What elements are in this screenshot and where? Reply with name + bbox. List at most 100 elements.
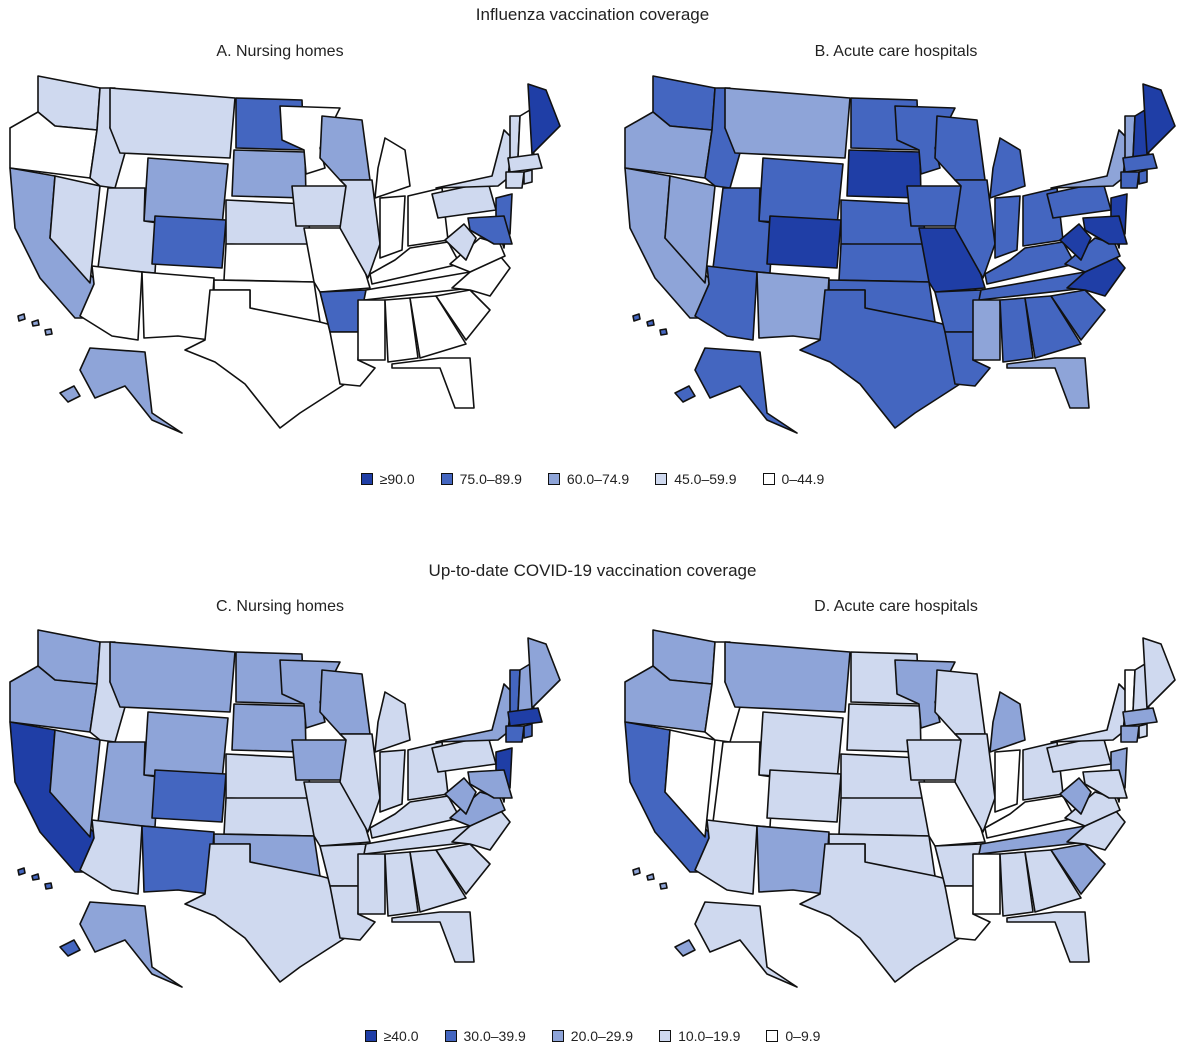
state-va xyxy=(1064,237,1121,273)
state-hi-islet-1 xyxy=(17,313,26,322)
state-mt xyxy=(724,641,851,713)
influenza-legend-label-3: 60.0–74.9 xyxy=(566,471,630,487)
state-ri xyxy=(1138,169,1148,185)
influenza-section-title: Influenza vaccination coverage xyxy=(475,5,710,24)
state-co xyxy=(151,215,227,269)
panel-b-title: B. Acute care hospitals xyxy=(814,43,978,60)
state-nv xyxy=(49,729,101,838)
state-in xyxy=(994,749,1021,813)
state-nm xyxy=(756,271,830,341)
state-ms xyxy=(357,853,386,915)
state-ct xyxy=(1120,725,1140,743)
state-tx xyxy=(184,289,351,429)
state-mi xyxy=(374,691,411,753)
influenza-legend-label-2: 75.0–89.9 xyxy=(459,471,522,487)
state-hi-islet-2 xyxy=(31,319,40,327)
state-nv xyxy=(664,729,716,838)
state-al xyxy=(384,851,419,917)
state-ms xyxy=(972,299,1001,361)
state-ma xyxy=(507,153,543,173)
state-ks xyxy=(838,243,930,283)
state-ma xyxy=(1122,153,1158,173)
influenza-legend-item-4: 45.0–59.9 xyxy=(655,471,737,487)
panel-c-title: C. Nursing homes xyxy=(215,598,345,615)
covid-legend-swatch-5 xyxy=(766,1030,779,1042)
state-ma xyxy=(1122,707,1158,727)
state-ga xyxy=(409,849,467,913)
state-wv xyxy=(1059,777,1092,815)
covid-legend-swatch-2 xyxy=(444,1030,457,1042)
influenza-legend-item-5: 0–44.9 xyxy=(762,471,825,487)
state-fl xyxy=(1006,357,1090,409)
state-wi xyxy=(934,669,986,735)
panel-a-title: A. Nursing homes xyxy=(216,43,344,60)
state-ak xyxy=(79,901,183,988)
state-sc xyxy=(435,843,491,895)
state-co xyxy=(766,215,842,269)
state-mi xyxy=(374,137,411,199)
state-ri xyxy=(523,723,533,739)
influenza-legend-item-2: 75.0–89.9 xyxy=(440,471,522,487)
state-ms xyxy=(972,853,1001,915)
influenza-legend-label-5: 0–44.9 xyxy=(781,471,825,487)
state-ga xyxy=(1024,295,1082,359)
state-nv xyxy=(49,175,101,284)
state-mt xyxy=(724,87,851,159)
state-hi-islet-2 xyxy=(31,873,40,881)
influenza-legend-item-1: ≥90.0 xyxy=(360,471,415,487)
state-sc xyxy=(435,289,491,341)
state-va xyxy=(1064,791,1121,827)
state-nm xyxy=(141,825,215,895)
state-md xyxy=(1082,769,1128,799)
state-sc xyxy=(1050,289,1106,341)
panel-a-map xyxy=(9,75,561,434)
state-ks xyxy=(838,797,930,837)
influenza-legend-item-3: 60.0–74.9 xyxy=(547,471,630,487)
state-nv xyxy=(664,175,716,284)
state-hi-islet-2 xyxy=(646,319,655,327)
state-ak xyxy=(79,347,183,434)
state-hi xyxy=(674,385,696,403)
state-hi-islet-1 xyxy=(17,867,26,876)
state-ny xyxy=(435,129,513,189)
state-al xyxy=(999,851,1034,917)
state-in xyxy=(379,195,406,259)
covid-legend-swatch-4 xyxy=(659,1030,672,1042)
state-tx xyxy=(799,843,966,983)
influenza-legend-label-4: 45.0–59.9 xyxy=(674,471,737,487)
state-nm xyxy=(756,825,830,895)
state-ak xyxy=(694,347,798,434)
state-mi xyxy=(989,691,1026,753)
panel-c-map xyxy=(9,629,561,988)
covid-legend-label-2: 30.0–39.9 xyxy=(463,1028,526,1044)
state-hi-islet-1 xyxy=(632,867,641,876)
state-va xyxy=(449,237,506,273)
state-wv xyxy=(444,223,477,261)
covid-legend-label-1: ≥40.0 xyxy=(383,1028,419,1044)
state-me xyxy=(1142,83,1176,155)
influenza-legend: ≥90.0 75.0–89.9 60.0–74.9 45.0–59.9 0–44.9 xyxy=(0,471,1185,487)
covid-legend-item-4: 10.0–19.9 xyxy=(659,1028,740,1044)
state-wi xyxy=(319,115,371,181)
influenza-legend-swatch-2 xyxy=(440,473,453,485)
state-ct xyxy=(505,725,525,743)
state-me xyxy=(527,83,561,155)
state-il xyxy=(339,733,381,833)
state-ma xyxy=(507,707,543,727)
state-il xyxy=(954,733,996,833)
state-fl xyxy=(1006,911,1090,963)
state-me xyxy=(1142,637,1176,709)
influenza-legend-swatch-1 xyxy=(360,473,373,485)
covid-legend-swatch-3 xyxy=(551,1030,564,1042)
state-hi-islet-2 xyxy=(646,873,655,881)
state-va xyxy=(449,791,506,827)
state-il xyxy=(339,179,381,279)
state-ks xyxy=(223,243,315,283)
state-mi xyxy=(989,137,1026,199)
state-co xyxy=(766,769,842,823)
state-il xyxy=(954,179,996,279)
influenza-legend-label-1: ≥90.0 xyxy=(379,471,415,487)
panel-d-map xyxy=(624,629,1176,988)
state-al xyxy=(384,297,419,363)
covid-legend-label-4: 10.0–19.9 xyxy=(678,1028,741,1044)
